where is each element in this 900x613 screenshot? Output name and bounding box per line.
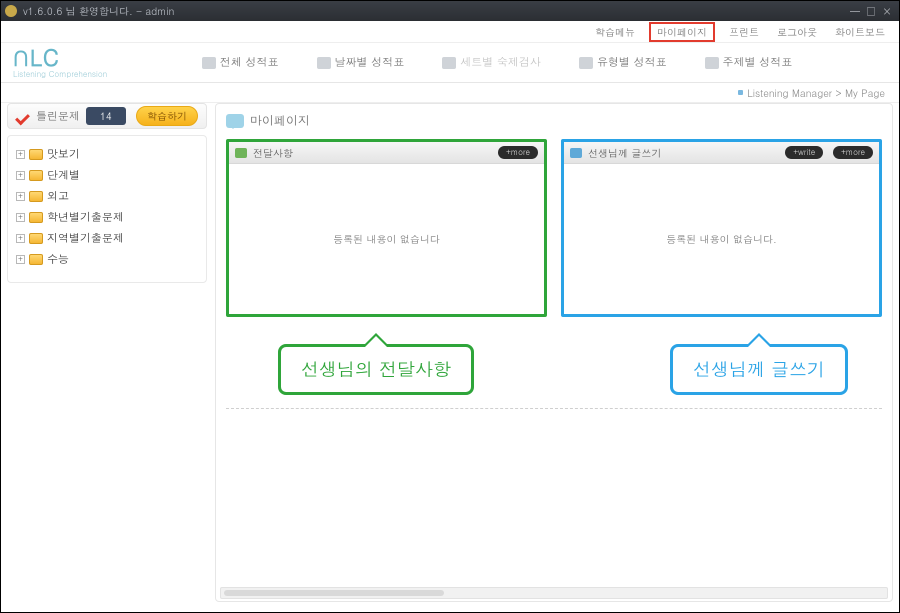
card-title: 전달사항 — [253, 146, 488, 160]
breadcrumb: Listening Manager > My Page — [1, 83, 899, 103]
tab-icon — [317, 57, 331, 69]
tree-label: 수능 — [47, 252, 69, 267]
write-icon — [570, 148, 582, 158]
more-button[interactable]: +more — [833, 146, 873, 159]
top-link-row: 학습메뉴 마이페이지 프린트 로그아웃 화이트보드 — [1, 21, 899, 43]
toplink-whiteboard[interactable]: 화이트보드 — [831, 24, 889, 40]
logo: ∩LC Listening Comprehension — [13, 47, 107, 79]
content-panel: 마이페이지 전달사항 +more 등록된 내용이 없습니다 — [215, 103, 893, 602]
toplink-mypage[interactable]: 마이페이지 — [649, 22, 715, 42]
header: ∩LC Listening Comprehension 전체 성적표 날짜별 성… — [1, 43, 899, 83]
tree-item-foreign[interactable]: + 외고 — [14, 186, 200, 207]
breadcrumb-icon — [738, 90, 743, 95]
folder-icon — [29, 191, 43, 202]
tab-label: 주제별 성적표 — [723, 55, 793, 70]
window-titlebar: v1.6.0.6 님 환영합니다. - admin — □ × — [1, 1, 899, 21]
logo-sub: Listening Comprehension — [13, 71, 107, 79]
tree-item-region[interactable]: + 지역별기출문제 — [14, 228, 200, 249]
tree-item-grade[interactable]: + 학년별기출문제 — [14, 207, 200, 228]
tab-all-scores[interactable]: 전체 성적표 — [202, 55, 279, 70]
wrong-count: 14 — [86, 107, 126, 125]
tree-label: 단계별 — [47, 168, 80, 183]
tab-type-scores[interactable]: 유형별 성적표 — [579, 55, 667, 70]
toplink-logout[interactable]: 로그아웃 — [773, 24, 821, 40]
wrong-label: 틀린문제 — [36, 109, 80, 124]
tree-item-level[interactable]: + 단계별 — [14, 165, 200, 186]
window-title: v1.6.0.6 님 환영합니다. - admin — [23, 4, 174, 18]
card-body: 등록된 내용이 없습니다. — [564, 164, 879, 314]
callout-write: 선생님께 글쓰기 — [670, 344, 848, 395]
folder-icon — [29, 149, 43, 160]
breadcrumb-text: Listening Manager > My Page — [747, 86, 885, 100]
check-icon — [16, 109, 30, 123]
tab-icon — [579, 57, 593, 69]
scrollbar-thumb[interactable] — [224, 590, 444, 596]
window-maximize-button[interactable]: □ — [863, 4, 879, 18]
expand-icon[interactable]: + — [16, 213, 25, 222]
horizontal-scrollbar[interactable] — [220, 587, 888, 599]
window-close-button[interactable]: × — [879, 4, 895, 18]
folder-icon — [29, 170, 43, 181]
callout-arrow-icon — [745, 319, 773, 347]
tab-date-scores[interactable]: 날짜별 성적표 — [317, 55, 405, 70]
tab-icon — [202, 57, 216, 69]
logo-main: ∩LC — [13, 47, 107, 69]
study-button[interactable]: 학습하기 — [136, 106, 198, 126]
window-minimize-button[interactable]: — — [847, 4, 863, 18]
tab-icon — [705, 57, 719, 69]
expand-icon[interactable]: + — [16, 150, 25, 159]
sidebar-tree: + 맛보기 + 단계별 + 외고 + 학년별기출문제 + 지역별기출문제 + 수능 — [7, 135, 207, 283]
folder-icon — [29, 212, 43, 223]
empty-text: 등록된 내용이 없습니다. — [666, 232, 776, 246]
callout-text: 선생님께 글쓰기 — [693, 357, 825, 382]
tab-label: 유형별 성적표 — [597, 55, 667, 70]
expand-icon[interactable]: + — [16, 171, 25, 180]
tab-label: 세트별 숙제검사 — [460, 55, 541, 70]
tree-label: 맛보기 — [47, 147, 80, 162]
notice-icon — [235, 148, 247, 158]
tab-label: 날짜별 성적표 — [335, 55, 405, 70]
toplink-print[interactable]: 프린트 — [725, 24, 763, 40]
speech-bubble-icon — [226, 114, 244, 128]
tree-label: 지역별기출문제 — [47, 231, 124, 246]
app-icon — [5, 5, 17, 17]
card-titlebar: 선생님께 글쓰기 +write +more — [564, 142, 879, 164]
tree-item-preview[interactable]: + 맛보기 — [14, 144, 200, 165]
callout-notice: 선생님의 전달사항 — [278, 344, 474, 395]
callout-arrow-icon — [362, 319, 390, 347]
tab-icon — [442, 57, 456, 69]
callout-text: 선생님의 전달사항 — [301, 357, 451, 382]
card-notice: 전달사항 +more 등록된 내용이 없습니다 — [226, 139, 547, 317]
tab-set-homework[interactable]: 세트별 숙제검사 — [442, 55, 541, 70]
tree-label: 학년별기출문제 — [47, 210, 124, 225]
card-write: 선생님께 글쓰기 +write +more 등록된 내용이 없습니다. — [561, 139, 882, 317]
dashed-separator — [226, 408, 882, 409]
cards-row: 전달사항 +more 등록된 내용이 없습니다 선생님께 글쓰기 +write … — [226, 139, 882, 317]
tab-label: 전체 성적표 — [220, 55, 279, 70]
page-title: 마이페이지 — [250, 112, 310, 129]
expand-icon[interactable]: + — [16, 192, 25, 201]
tab-topic-scores[interactable]: 주제별 성적표 — [705, 55, 793, 70]
more-button[interactable]: +more — [498, 146, 538, 159]
folder-icon — [29, 254, 43, 265]
main-region: 틀린문제 14 학습하기 + 맛보기 + 단계별 + 외고 + 학년별기출문제 + 지역별… — [7, 103, 893, 602]
empty-text: 등록된 내용이 없습니다 — [333, 232, 440, 246]
card-body: 등록된 내용이 없습니다 — [229, 164, 544, 314]
card-title: 선생님께 글쓰기 — [588, 146, 775, 160]
sidebar: 틀린문제 14 학습하기 + 맛보기 + 단계별 + 외고 + 학년별기출문제 + 지역별… — [7, 103, 207, 602]
sidebar-head: 틀린문제 14 학습하기 — [7, 103, 207, 129]
expand-icon[interactable]: + — [16, 234, 25, 243]
write-button[interactable]: +write — [785, 146, 823, 159]
content-head: 마이페이지 — [226, 112, 882, 129]
toplink-study[interactable]: 학습메뉴 — [591, 24, 639, 40]
folder-icon — [29, 233, 43, 244]
expand-icon[interactable]: + — [16, 255, 25, 264]
main-tabs: 전체 성적표 날짜별 성적표 세트별 숙제검사 유형별 성적표 주제별 성적표 — [107, 55, 887, 70]
card-titlebar: 전달사항 +more — [229, 142, 544, 164]
tree-label: 외고 — [47, 189, 69, 204]
tree-item-csat[interactable]: + 수능 — [14, 249, 200, 270]
